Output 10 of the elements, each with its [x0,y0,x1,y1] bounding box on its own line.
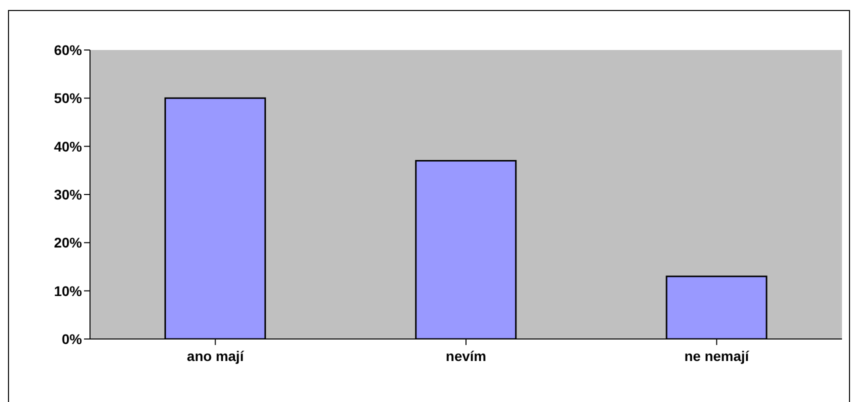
y-tick-label: 60% [54,42,83,58]
y-tick-label: 40% [54,138,83,154]
y-tick-label: 20% [54,234,83,251]
y-tick-label: 0% [62,330,83,347]
x-tick-label: nevím [446,348,486,364]
y-tick-label: 30% [54,186,83,202]
x-tick-label: ne nemají [684,348,750,364]
y-tick-label: 10% [54,282,83,299]
y-tick-label: 50% [54,90,83,106]
x-tick-label: ano mají [186,348,245,364]
